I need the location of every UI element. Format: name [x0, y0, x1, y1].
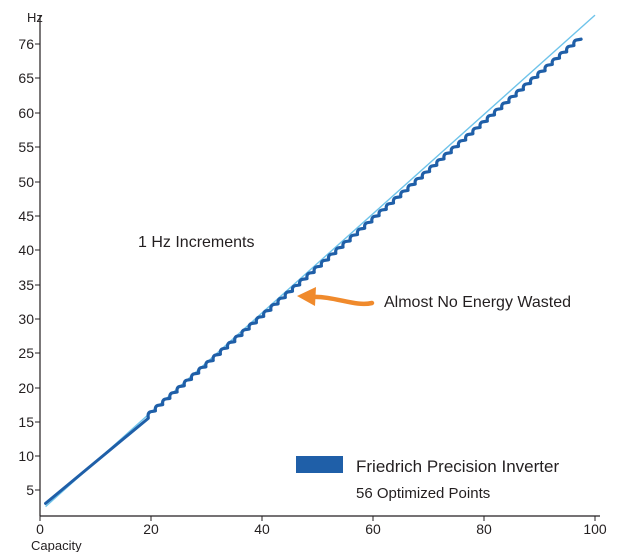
series-layer — [44, 14, 596, 508]
series-line-linear — [44, 416, 150, 505]
y-axis-label: Hz — [27, 10, 43, 25]
y-tick-label: 40 — [18, 242, 34, 258]
x-axis-label: Capacity — [31, 538, 82, 552]
y-tick-label: 60 — [18, 105, 34, 121]
series-line-reference — [45, 14, 596, 508]
x-tick-label: 80 — [476, 521, 492, 537]
legend-subtitle: 56 Optimized Points — [356, 485, 490, 502]
series-line-stepped — [146, 37, 583, 419]
y-tick-label: 35 — [18, 277, 34, 293]
y-tick-label: 15 — [18, 414, 34, 430]
y-tick-label: 30 — [18, 311, 34, 327]
y-tick-label: 25 — [18, 345, 34, 361]
y-tick-label: 76 — [18, 36, 34, 52]
x-tick-label: 0 — [36, 521, 44, 537]
legend-swatch — [296, 456, 343, 473]
axes: 5 10 15 20 25 30 35 40 45 50 55 60 65 76 0 20 40 60 80 100 — [18, 15, 607, 537]
increments-annotation: 1 Hz Increments — [138, 234, 254, 251]
y-tick-label: 65 — [18, 70, 34, 86]
y-tick-label: 5 — [26, 482, 34, 498]
y-tick-label: 55 — [18, 139, 34, 155]
x-tick-label: 40 — [254, 521, 270, 537]
annotation-arrow-shaft — [309, 294, 375, 307]
legend-title: Friedrich Precision Inverter — [356, 457, 559, 476]
x-tick-label: 100 — [583, 521, 607, 537]
x-tick-label: 60 — [365, 521, 381, 537]
x-tick-label: 20 — [143, 521, 159, 537]
y-tick-label: 10 — [18, 448, 34, 464]
energy-annotation: Almost No Energy Wasted — [384, 294, 571, 311]
annotation-arrow-head — [297, 287, 316, 306]
y-tick-label: 50 — [18, 174, 34, 190]
y-tick-label: 20 — [18, 380, 34, 396]
y-tick-label: 45 — [18, 208, 34, 224]
